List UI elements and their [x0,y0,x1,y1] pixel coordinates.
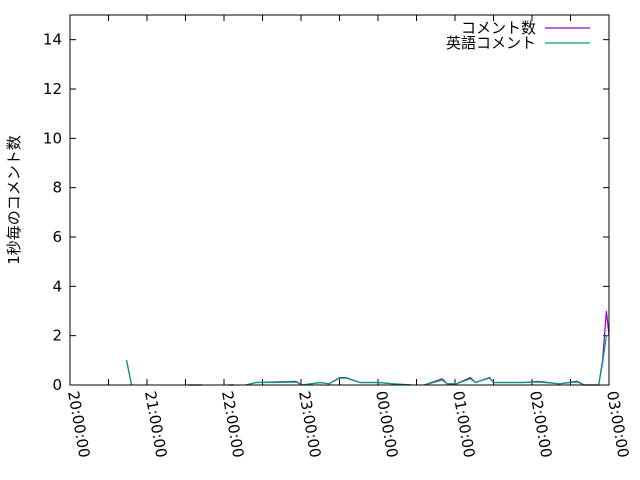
x-tick-label: 22:00:00 [218,390,247,459]
x-tick-label: 02:00:00 [526,390,555,459]
legend-label: コメント数 [461,19,536,37]
y-tick-label: 10 [43,129,62,147]
x-tick-label: 03:00:00 [603,390,632,459]
y-tick-label: 4 [52,277,62,295]
y-tick-label: 14 [43,31,62,49]
y-tick-labels: 0 2 4 6 8 10 12 14 [43,31,62,394]
series-lines [125,310,610,386]
series-line-1 [125,335,609,386]
ticks [69,15,610,386]
x-tick-label: 21:00:00 [141,390,170,459]
y-tick-label: 8 [52,179,62,197]
x-tick-label: 01:00:00 [449,390,478,459]
series-line-0 [125,310,610,386]
y-axis-label: 1秒毎のコメント数 [5,135,23,265]
y-tick-label: 12 [43,80,62,98]
y-tick-label: 6 [52,228,62,246]
y-tick-label: 0 [52,376,62,394]
y-tick-label: 2 [52,327,62,345]
plot-frame [69,14,610,386]
x-tick-label: 23:00:00 [295,390,324,459]
x-tick-labels: 20:00:00 21:00:00 22:00:00 23:00:00 00:00:00… [64,390,632,459]
x-tick-label: 00:00:00 [372,390,401,459]
legend-label: 英語コメント [446,34,536,52]
x-tick-label: 20:00:00 [64,390,93,459]
